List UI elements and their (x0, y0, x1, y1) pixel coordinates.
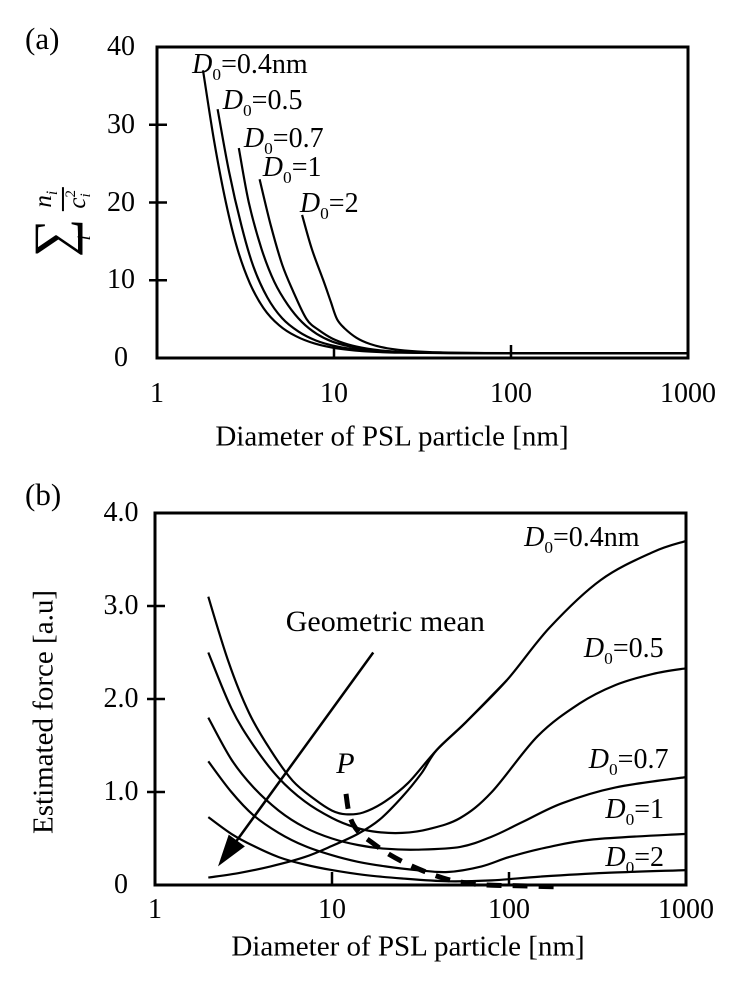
x-tick-label-a-10: 10 (320, 378, 348, 409)
x-tick-label-b-100: 100 (488, 894, 530, 925)
dashed-minima-locus (343, 793, 557, 890)
geometric-mean-arrow-line (233, 651, 375, 845)
fraction-numerator: ni (29, 186, 64, 212)
y-tick-label-b-3.0: 3.0 (103, 590, 139, 621)
sigma-symbol: ∑ i (22, 218, 95, 258)
y-tick-label-b-2.0: 2.0 (103, 683, 139, 714)
series-label-b-D0=2: D0=2 (605, 842, 665, 877)
series-label-a-D0=0.5: D0=0.5 (222, 85, 303, 120)
x-tick-label-b-1: 1 (148, 894, 162, 925)
panel-label-a: (a) (25, 21, 60, 56)
x-tick-label-a-1000: 1000 (660, 378, 716, 409)
y-tick-label-b-4.0: 4.0 (103, 497, 139, 528)
y-tick-label-b-0: 0 (114, 869, 128, 900)
x-tick-label-b-10: 10 (318, 894, 346, 925)
series-label-a-D0=2: D0=2 (299, 187, 359, 223)
series-label-a-D0=0.4nm: D0=0.4nm (192, 49, 308, 84)
curve-D0=0.4nm (207, 539, 687, 816)
annotation-geometric-mean: Geometric mean (285, 604, 485, 638)
y-tick-label-a-30: 30 (107, 108, 135, 140)
y-tick-label-a-40: 40 (107, 31, 135, 62)
x-axis-title-b: Diameter of PSL particle [nm] (231, 930, 585, 963)
y-tick-label-a-10: 10 (107, 264, 135, 296)
series-label-a-D0=1: D0=1 (262, 152, 322, 187)
series-label-b-D0=0.5: D0=0.5 (583, 632, 664, 668)
y-axis-title-b: Estimated force [a.u] (27, 590, 60, 834)
curve-D0=1 (207, 760, 687, 874)
geometric-mean-arrowhead (218, 834, 245, 867)
series-label-b-D0=1: D0=1 (605, 794, 665, 830)
y-tick-label-b-1.0: 1.0 (103, 776, 139, 807)
y-tick-label-a-20: 20 (107, 186, 135, 218)
sigma-glyph: ∑ (22, 218, 83, 258)
x-tick-label-a-100: 100 (490, 378, 532, 409)
series-label-a-D0=0.7: D0=0.7 (243, 123, 324, 158)
sigma-subscript: i (73, 235, 95, 241)
y-tick-label-a-0: 0 (114, 342, 128, 373)
x-axis-title-a: Diameter of PSL particle [nm] (215, 420, 569, 453)
series-label-b-D0=0.7: D0=0.7 (588, 744, 669, 780)
curve-geometric-mean (208, 679, 508, 879)
x-tick-label-a-1: 1 (150, 378, 164, 409)
panel-label-b: (b) (25, 477, 62, 512)
curve-D0=2 (301, 214, 689, 355)
curve-D0=2 (207, 816, 687, 883)
x-tick-label-b-1000: 1000 (658, 894, 714, 925)
series-label-b-D0=0.4nm: D0=0.4nm (524, 522, 640, 557)
curve-D0=0.5 (207, 652, 687, 835)
annotation-point-p: P (336, 747, 355, 781)
curve-D0=0.7 (207, 717, 687, 851)
